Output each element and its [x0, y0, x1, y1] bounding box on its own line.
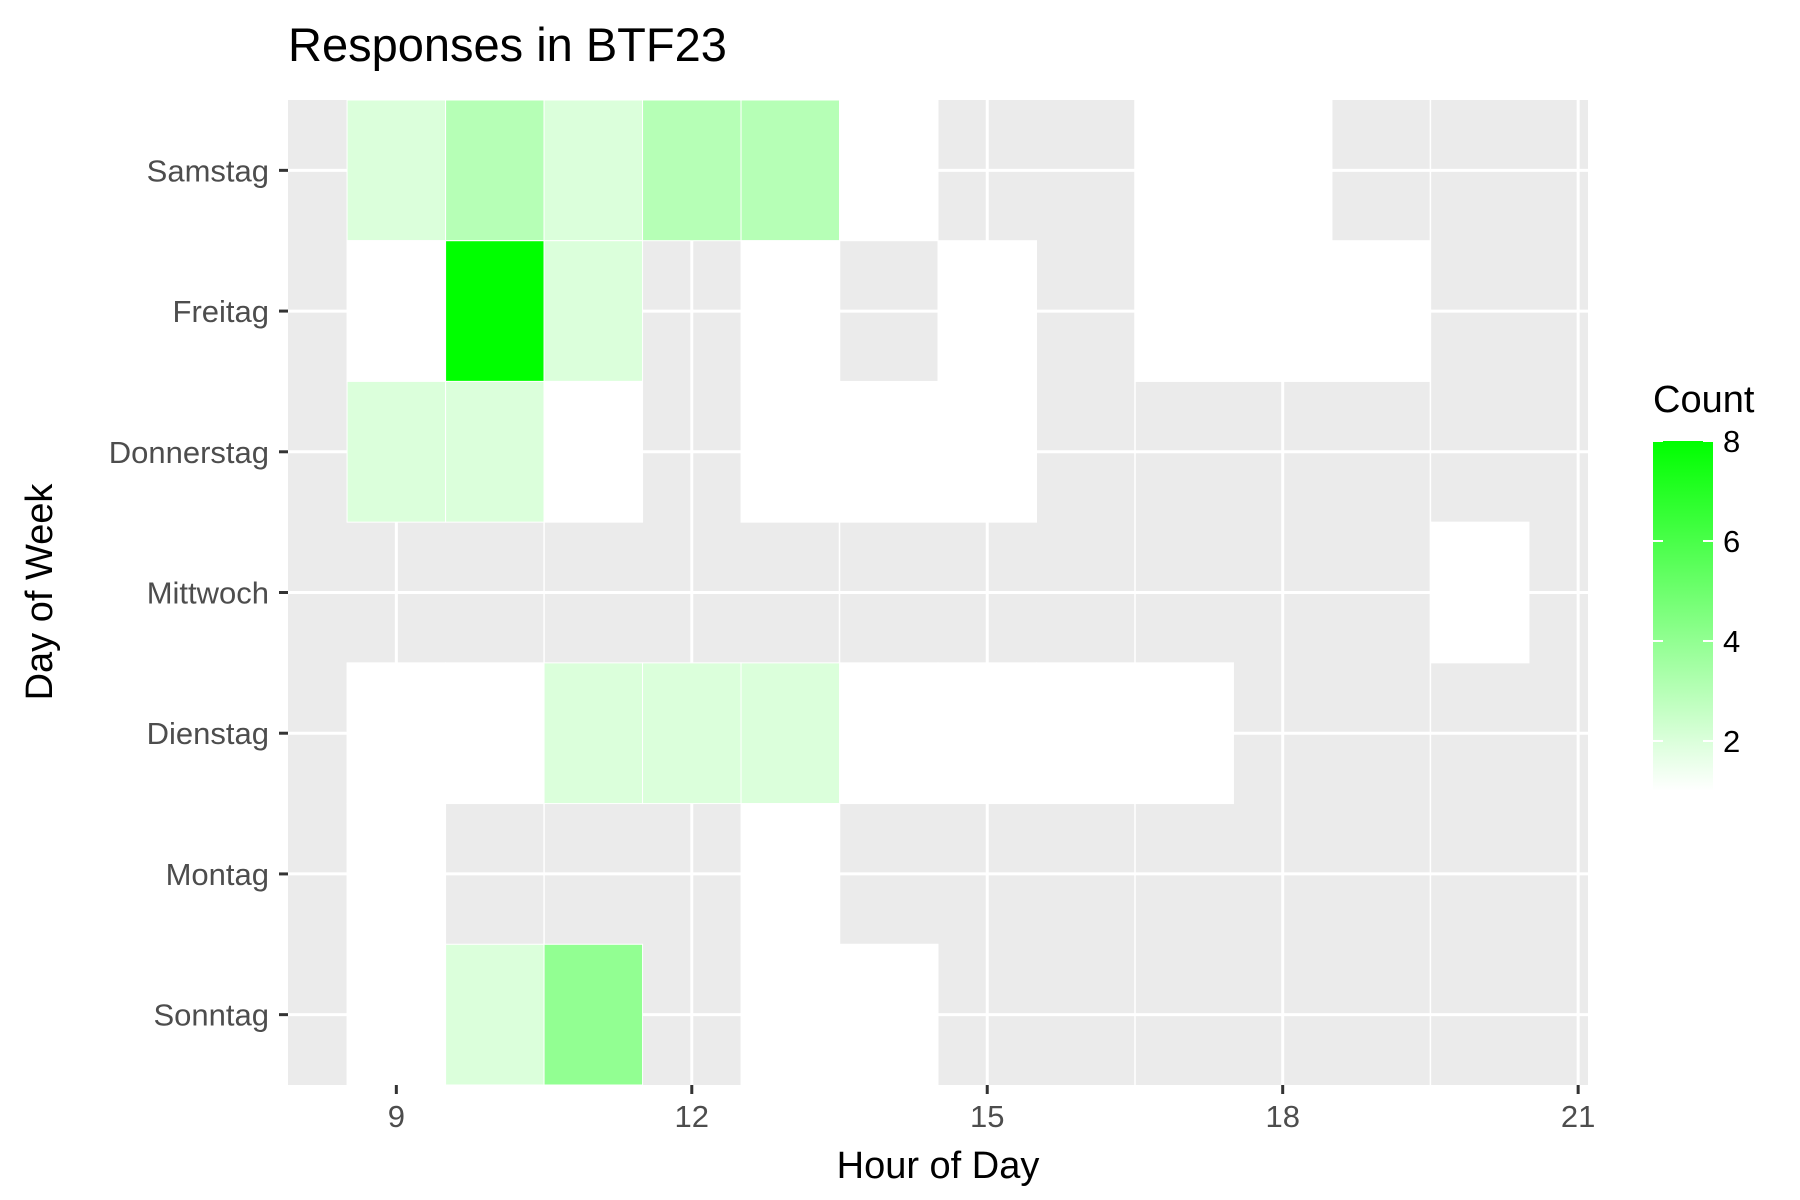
heatmap-cell — [1232, 99, 1333, 242]
legend-tick-label: 2 — [1723, 724, 1740, 759]
heatmap-cell — [346, 662, 447, 805]
heatmap-cell — [445, 943, 545, 1086]
heatmap-cell — [740, 240, 841, 382]
heatmap-cell — [839, 943, 939, 1086]
y-tick-label: Donnerstag — [109, 435, 269, 470]
heatmap-cell — [346, 99, 447, 242]
x-axis-title: Hour of Day — [837, 1145, 1040, 1187]
heatmap-cell — [937, 240, 1037, 382]
x-tick-label: 18 — [1265, 1099, 1299, 1134]
heatmap-cell — [937, 380, 1037, 523]
y-tick-label: Freitag — [173, 294, 269, 329]
legend-tick-label: 4 — [1723, 624, 1740, 659]
heatmap-cell — [740, 662, 841, 805]
legend-ticks: 2 4 6 8 — [1653, 424, 1740, 759]
legend-tick-label: 6 — [1723, 524, 1740, 559]
heatmap-cell — [642, 99, 742, 242]
y-tick-label: Sonntag — [154, 998, 270, 1033]
heatmap-cell — [740, 803, 841, 945]
heatmap-cell — [839, 99, 939, 242]
chart-title: Responses in BTF23 — [288, 18, 727, 71]
x-tick-label: 9 — [388, 1099, 405, 1134]
heatmap-cell — [543, 240, 644, 382]
heatmap-cell — [937, 662, 1037, 805]
y-tick-label: Mittwoch — [147, 576, 269, 611]
heatmap-cell — [740, 943, 841, 1086]
x-tick-label: 15 — [970, 1099, 1004, 1134]
y-tick-label: Dienstag — [147, 716, 269, 751]
x-axis-ticks: 9 12 15 18 21 — [388, 1085, 1595, 1134]
heatmap-cell — [346, 803, 447, 945]
heatmap-cell — [346, 240, 447, 382]
y-axis-ticks: Sonntag Montag Dienstag Mittwoch Donnerstag F… — [109, 153, 288, 1033]
heatmap-cell — [740, 99, 841, 242]
heatmap-cell — [445, 380, 545, 523]
heatmap-cell — [346, 380, 447, 523]
heatmap-cell — [543, 943, 644, 1086]
heatmap-cell — [1134, 240, 1234, 382]
legend-title: Count — [1653, 379, 1755, 421]
x-tick-label: 21 — [1561, 1099, 1595, 1134]
color-legend: Count 2 4 6 8 — [1653, 379, 1755, 791]
x-tick-label: 12 — [675, 1099, 709, 1134]
y-tick-label: Montag — [166, 857, 269, 892]
heatmap-cell — [1134, 662, 1234, 805]
heatmap-cell — [543, 380, 644, 523]
heatmap-cell — [1232, 240, 1333, 382]
heatmap-cell — [1429, 521, 1530, 664]
legend-colorbar — [1653, 441, 1713, 791]
y-tick-label: Samstag — [147, 153, 269, 188]
heatmap-cell — [543, 662, 644, 805]
heatmap-cell — [839, 662, 939, 805]
heatmap-cells — [346, 99, 1530, 1086]
y-axis-title: Day of Week — [19, 483, 61, 701]
heatmap-cell — [740, 380, 841, 523]
heatmap-cell — [642, 662, 742, 805]
heatmap-cell — [1331, 240, 1431, 382]
heatmap-cell — [543, 99, 644, 242]
heatmap-cell — [346, 943, 447, 1086]
heatmap-cell — [839, 380, 939, 523]
heatmap-cell — [1035, 662, 1136, 805]
heatmap-cell — [445, 240, 545, 382]
legend-tick-label: 8 — [1723, 424, 1740, 459]
heatmap-cell — [1134, 99, 1234, 242]
heatmap-cell — [445, 662, 545, 805]
heatmap-cell — [445, 99, 545, 242]
